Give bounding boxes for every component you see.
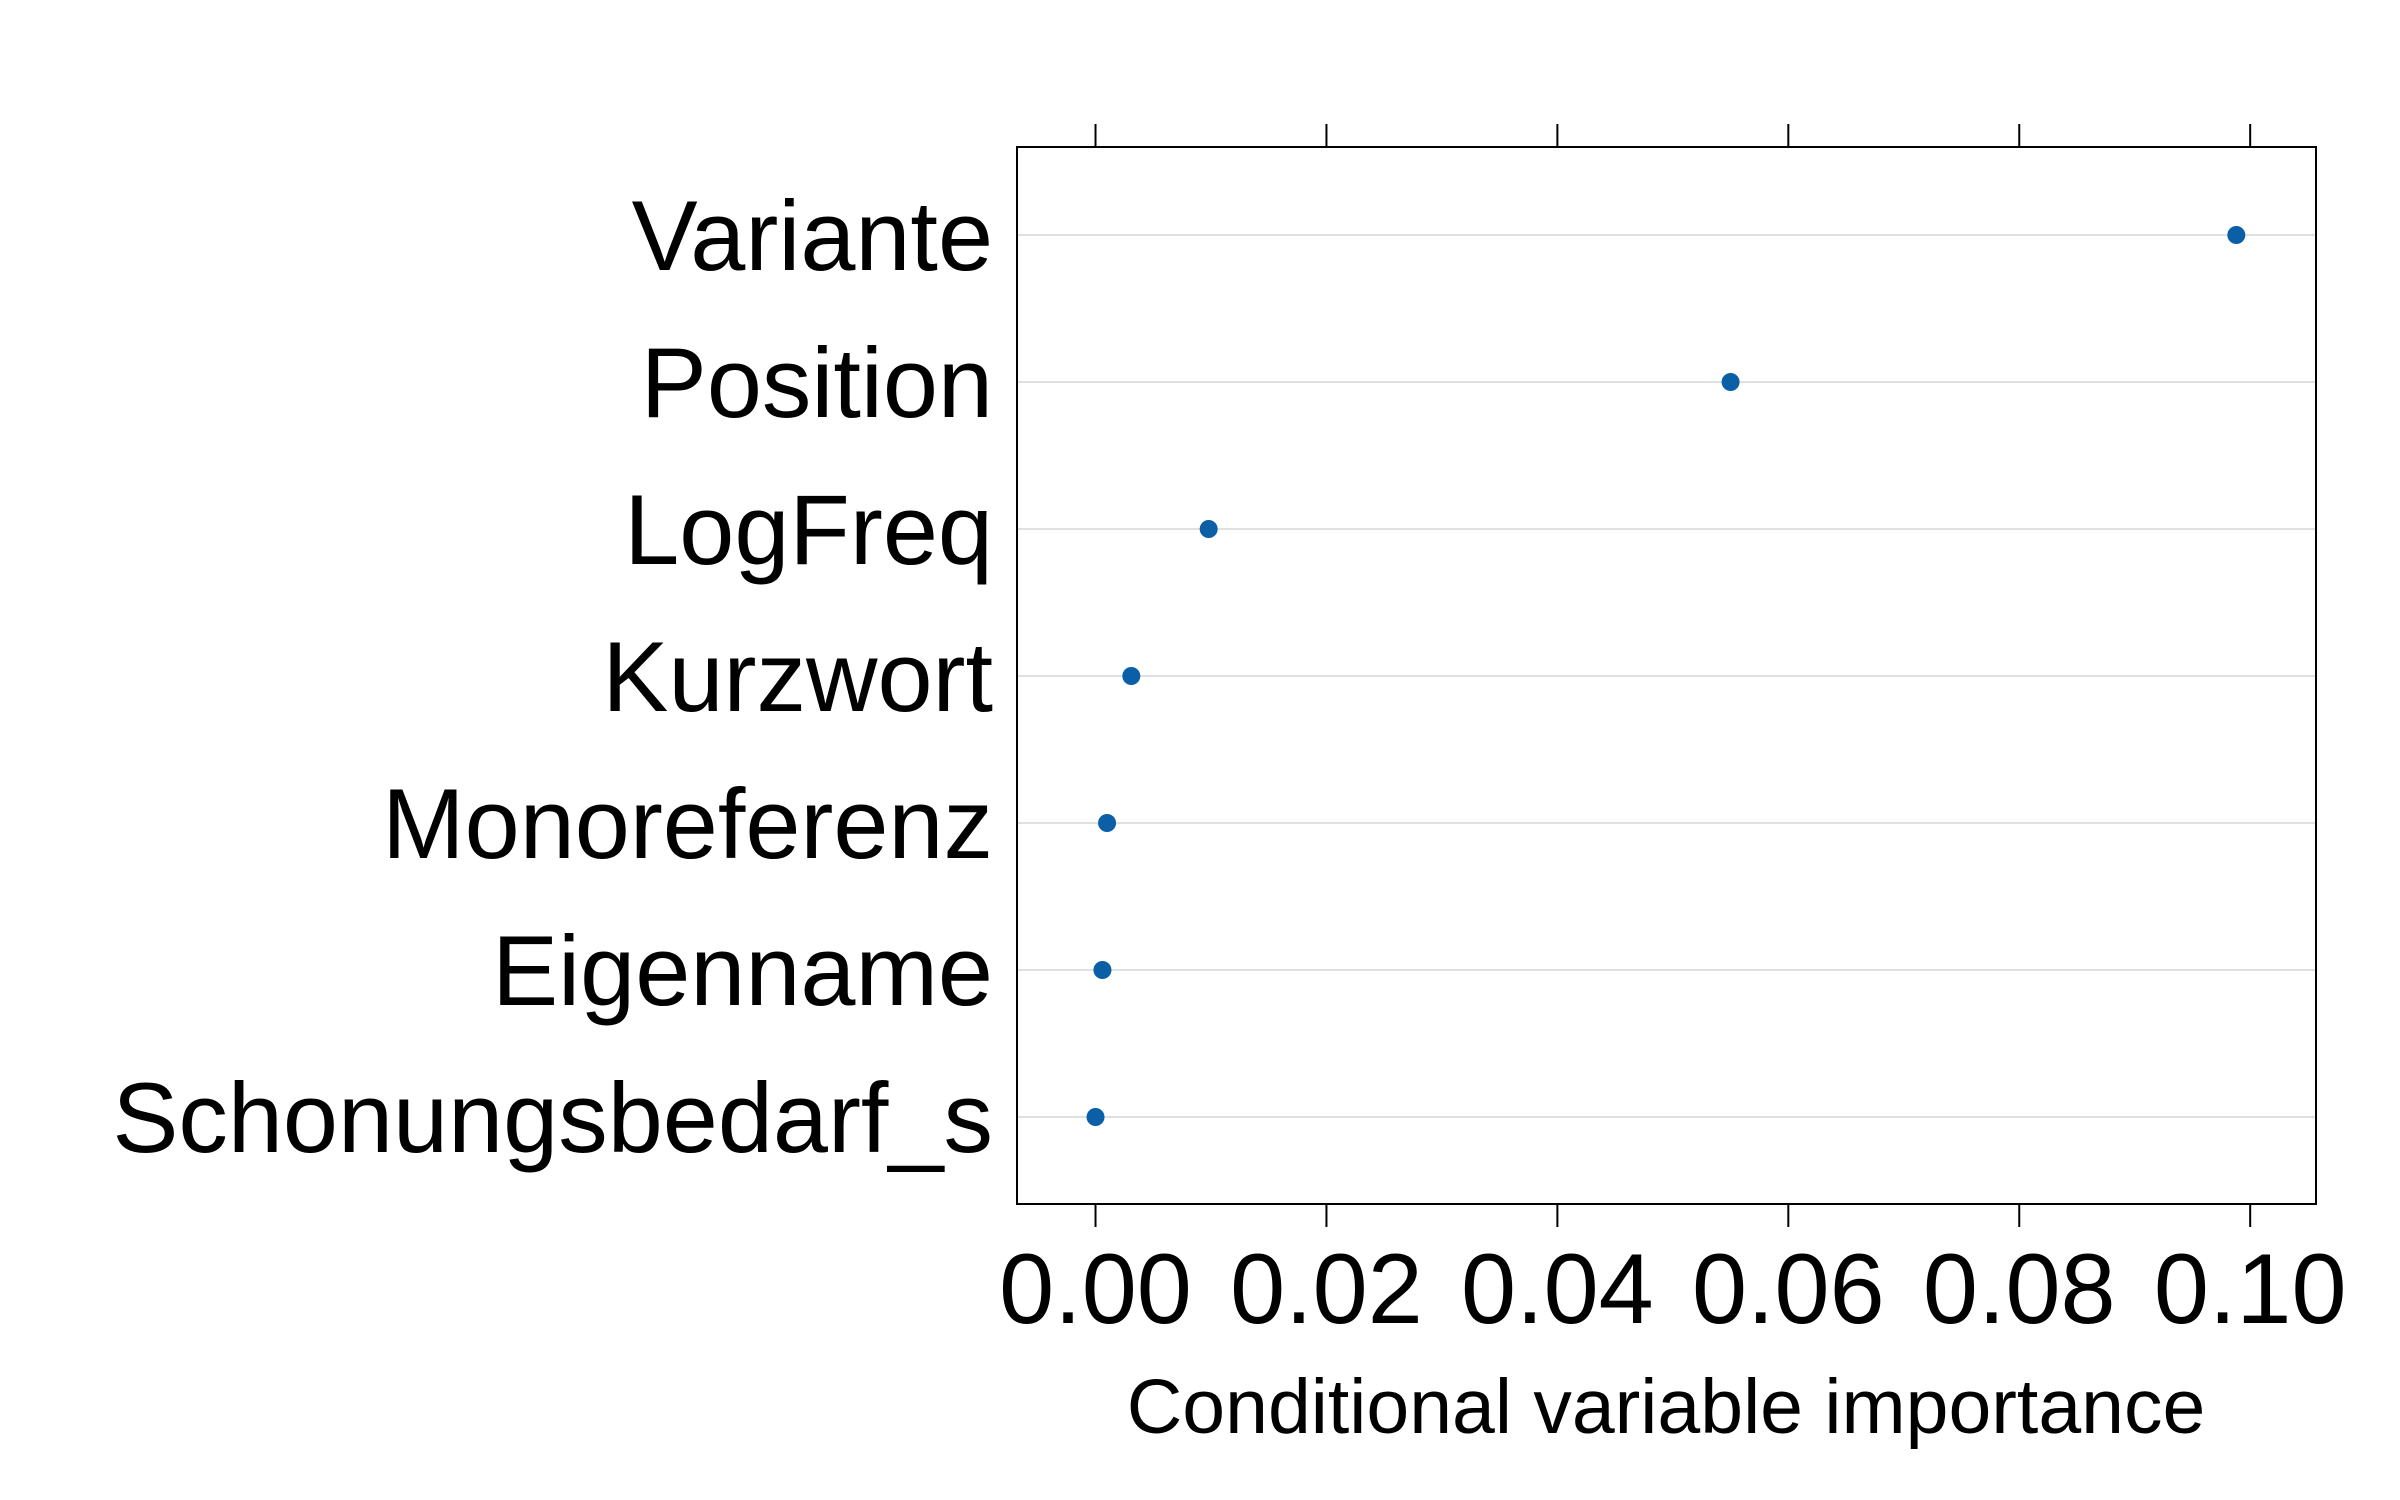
category-label: Schonungsbedarf_s: [112, 1062, 993, 1173]
data-points: [1086, 226, 2246, 1126]
category-label: Kurzwort: [602, 621, 993, 732]
data-point: [2227, 226, 2246, 244]
x-tick-label: 0.02: [1230, 1233, 1423, 1344]
grid-lines: [1017, 234, 2316, 1118]
x-tick-label: 0.04: [1461, 1233, 1654, 1344]
x-tick-label: 0.08: [1923, 1233, 2116, 1344]
data-point: [1199, 520, 1218, 538]
plot-frame: [1016, 146, 2317, 1205]
x-tick-label: 0.00: [999, 1233, 1192, 1344]
data-point: [1122, 667, 1141, 685]
category-label: Variante: [632, 180, 993, 291]
category-label: Monoreferenz: [382, 768, 993, 879]
x-tick-label: 0.10: [2154, 1233, 2347, 1344]
data-point: [1093, 961, 1112, 979]
data-point: [1098, 814, 1117, 832]
data-point: [1721, 373, 1740, 391]
category-label: Position: [641, 327, 993, 438]
bottom-axis-ticks: [1094, 1204, 2252, 1227]
category-labels: Variante Position LogFreq Kurzwort Monorefer…: [112, 180, 993, 1173]
x-tick-label: 0.06: [1692, 1233, 1885, 1344]
top-axis-ticks: [1094, 124, 2252, 147]
category-label: Eigenname: [492, 915, 993, 1026]
data-point: [1086, 1108, 1105, 1126]
x-axis-title: Conditional variable importance: [1127, 1364, 2206, 1450]
category-label: LogFreq: [624, 474, 993, 585]
x-tick-labels: 0.00 0.02 0.04 0.06 0.08 0.10: [999, 1233, 2346, 1344]
